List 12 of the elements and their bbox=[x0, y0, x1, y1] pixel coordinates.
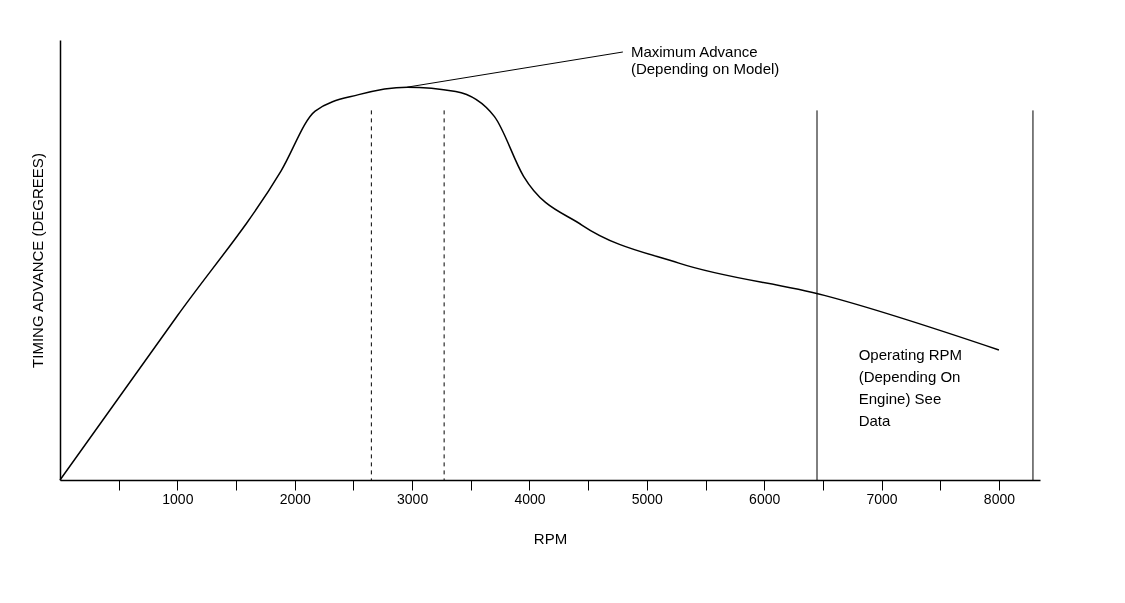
x-tick-label: 7000 bbox=[866, 490, 898, 507]
annotation: Operating RPM (Depending On Engine) See Data bbox=[858, 346, 963, 429]
x-tick-label: 3000 bbox=[397, 490, 429, 507]
x-tick-label: 6000 bbox=[749, 490, 781, 507]
annotation: Maximum Advance (Depending on Model) bbox=[630, 43, 780, 77]
x-tick-label: 1000 bbox=[162, 490, 194, 507]
x-tick-label: 5000 bbox=[631, 490, 664, 507]
x-tick-label: 8000 bbox=[983, 490, 1016, 507]
y-axis-title: TIMING ADVANCE (DEGREES) bbox=[28, 153, 46, 368]
x-axis-title: RPM bbox=[533, 529, 568, 547]
x-tick-label: 2000 bbox=[279, 490, 312, 507]
x-tick-label: 4000 bbox=[514, 490, 546, 507]
